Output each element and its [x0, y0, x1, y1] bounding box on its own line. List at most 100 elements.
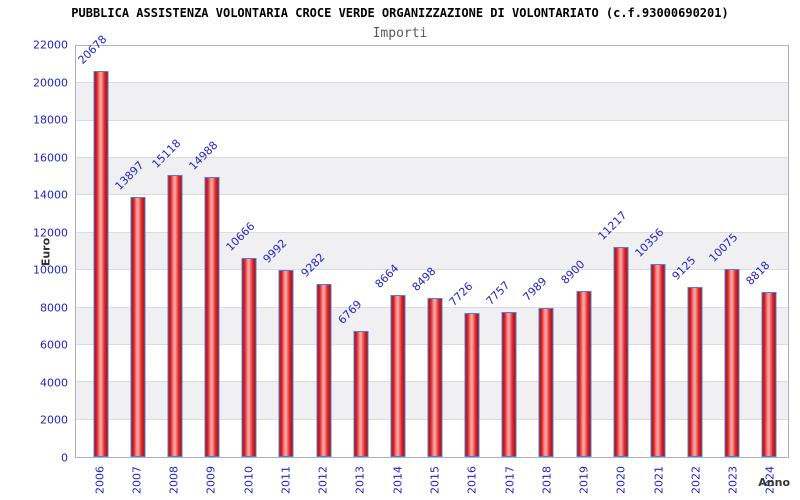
x-tick-label: 2023	[726, 466, 740, 494]
x-tick-label: 2013	[353, 466, 367, 494]
gridline	[76, 82, 788, 84]
chart-title: PUBBLICA ASSISTENZA VOLONTARIA CROCE VER…	[71, 6, 729, 20]
bar-slot-2014: 8664	[372, 46, 416, 457]
x-tick-label: 2006	[93, 466, 107, 494]
bar-slot-2019: 8900	[558, 46, 602, 457]
bar-2012	[316, 283, 332, 457]
x-tick-label: 2017	[503, 466, 517, 494]
bar-2023	[724, 268, 740, 457]
x-tick-label: 2015	[428, 466, 442, 494]
x-axis-tick-labels: 2006 2007 2008 2009 2010 2011 2012 2013 2014 2015…	[81, 459, 789, 500]
gridline	[76, 231, 788, 233]
y-tick-label: 0	[61, 451, 68, 465]
x-tick-label: 2022	[689, 466, 703, 494]
bar-slot-2022: 9125	[670, 46, 714, 457]
bars-layer: 20678 13897 15118 14988 10666 9992 9282 6769 866…	[75, 32, 788, 457]
x-tick-label: 2018	[540, 466, 554, 494]
bar-slot-2009: 14988	[187, 46, 230, 457]
bar-slot-2020: 11217	[595, 46, 639, 457]
bar-2010	[241, 257, 257, 457]
x-tick-slot: 2015	[416, 459, 453, 500]
x-axis-title: Anno	[758, 476, 790, 489]
bar-2021	[650, 263, 666, 457]
gridline	[76, 194, 788, 196]
x-tick-label: 2014	[391, 466, 405, 494]
bar-2009	[204, 177, 220, 457]
bar-slot-2011: 9992	[261, 46, 305, 457]
bar-slot-2023: 10075	[707, 46, 751, 457]
x-tick-label: 2019	[577, 466, 591, 494]
bar-slot-2024: 8818	[744, 46, 788, 457]
y-axis-title-label: Euro	[39, 237, 53, 266]
gridline	[76, 157, 788, 159]
bar-slot-2018: 7989	[521, 46, 565, 457]
bar-slot-2008: 15118	[149, 46, 193, 457]
bar-2022	[687, 286, 703, 457]
bar-2016	[464, 312, 480, 457]
x-tick-slot: 2009	[193, 459, 230, 500]
bar-2008	[167, 174, 183, 457]
x-tick-label: 2009	[204, 466, 218, 494]
chart-subtitle: Importi	[372, 26, 428, 41]
bar-2007	[130, 197, 146, 457]
x-tick-slot: 2023	[714, 459, 751, 500]
bar-slot-2015: 8498	[409, 46, 453, 457]
x-tick-label: 2012	[316, 466, 330, 494]
x-tick-slot: 2010	[230, 459, 267, 500]
y-tick-label: 6000	[40, 338, 68, 352]
y-tick-label: 16000	[33, 151, 68, 165]
gridline	[76, 119, 788, 121]
x-tick-slot: 2013	[342, 459, 379, 500]
bar-slot-2006: 20678	[75, 32, 119, 457]
x-tick-slot: 2008	[156, 459, 193, 500]
y-tick-label: 12000	[33, 226, 68, 240]
gridline	[76, 269, 788, 271]
bar-slot-2021: 10356	[632, 46, 676, 457]
x-tick-slot: 2014	[379, 459, 416, 500]
x-tick-slot: 2007	[118, 459, 155, 500]
plot-band	[76, 158, 788, 196]
y-tick-label: 8000	[40, 301, 68, 315]
x-tick-slot: 2012	[305, 459, 342, 500]
x-tick-label: 2020	[614, 466, 628, 494]
bar-2006	[93, 70, 109, 457]
y-tick-label: 2000	[40, 413, 68, 427]
bar-slot-2007: 13897	[112, 46, 156, 457]
bar-slot-2013: 6769	[335, 46, 379, 457]
bar-slot-2012: 9282	[298, 46, 342, 457]
y-tick-label: 4000	[40, 376, 68, 390]
y-axis-tick-labels: 0 2000 4000 6000 8000 10000 12000 14000 16000 180…	[0, 40, 68, 464]
bar-2019	[576, 290, 592, 457]
y-tick-label: 14000	[33, 188, 68, 202]
x-tick-slot: 2019	[565, 459, 602, 500]
x-tick-label: 2008	[167, 466, 181, 494]
x-tick-slot: 2018	[528, 459, 565, 500]
x-tick-slot: 2020	[603, 459, 640, 500]
bar-2015	[427, 298, 443, 457]
bar-2011	[278, 270, 294, 457]
bar-2017	[501, 312, 517, 457]
y-tick-label: 10000	[33, 263, 68, 277]
y-tick-label: 22000	[33, 38, 68, 52]
bar-slot-2016: 7726	[447, 46, 491, 457]
bar-2020	[613, 247, 629, 457]
bar-2024	[761, 292, 777, 457]
y-tick-label: 20000	[33, 76, 68, 90]
x-tick-label: 2016	[465, 466, 479, 494]
x-tick-slot: 2016	[454, 459, 491, 500]
bar-slot-2017: 7757	[484, 46, 528, 457]
plot-area: 20678 13897 15118 14988 10666 9992 9282 6769 866…	[75, 32, 789, 458]
x-tick-slot: 2022	[677, 459, 714, 500]
bar-2013	[353, 330, 369, 457]
x-tick-slot: 2006	[81, 459, 118, 500]
y-tick-label: 18000	[33, 113, 68, 127]
bar-2014	[390, 295, 406, 457]
x-tick-label: 2011	[279, 466, 293, 494]
bar-2018	[538, 307, 554, 457]
plot-band	[76, 83, 788, 121]
bar-slot-2010: 10666	[224, 46, 268, 457]
x-tick-label: 2010	[242, 466, 256, 494]
y-axis-title: Euro	[36, 45, 56, 458]
x-tick-slot: 2011	[267, 459, 304, 500]
